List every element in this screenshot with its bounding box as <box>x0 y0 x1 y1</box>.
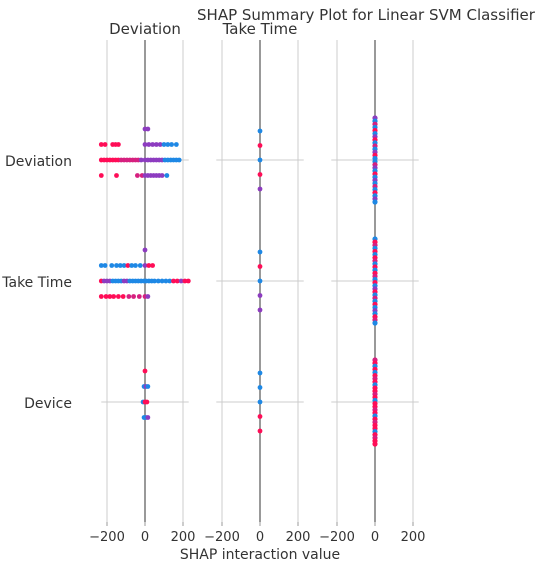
shap-point-take-time <box>142 263 148 268</box>
shap-point-take-time <box>125 263 131 268</box>
shap-point-take-time <box>146 263 152 268</box>
shap-point-deviation <box>150 142 156 147</box>
x-tick-label: 200 <box>401 530 426 545</box>
shap-point-deviation <box>173 142 179 147</box>
shap-point-deviation <box>257 186 263 192</box>
shap-point-device <box>142 368 148 374</box>
shap-point-deviation <box>257 128 263 134</box>
shap-point-take-time <box>129 263 135 268</box>
shap-point-deviation <box>161 142 167 147</box>
panel-title-take-time: Take Time <box>222 20 298 38</box>
x-tick-label: −200 <box>319 530 355 545</box>
shap-point-deviation <box>142 142 148 147</box>
shap-point-take-time <box>142 247 148 253</box>
shap-point-take-time <box>137 263 143 268</box>
shap-point-take-time <box>136 294 142 299</box>
shap-point-take-time <box>121 263 127 268</box>
shap-point-deviation <box>257 172 263 177</box>
shap-point-deviation <box>157 142 163 147</box>
shap-point-deviation <box>176 157 182 163</box>
shap-point-device <box>144 399 150 405</box>
x-tick-label: −200 <box>89 530 125 545</box>
shap-point-take-time <box>178 278 184 284</box>
x-tick-labels-panel-3: −200 0 200 <box>319 530 425 545</box>
points-layer <box>98 115 378 447</box>
shap-point-deviation <box>165 142 171 147</box>
x-tick-label: 0 <box>256 530 264 545</box>
x-tick-label: −200 <box>204 530 240 545</box>
shap-point-deviation <box>164 173 170 178</box>
shap-point-take-time <box>102 263 108 268</box>
shap-point-take-time <box>182 278 188 284</box>
x-tick-label: 200 <box>286 530 311 545</box>
shap-point-take-time <box>171 278 176 284</box>
shap-point-take-time <box>163 278 169 284</box>
shap-point-take-time <box>257 278 263 284</box>
shap-point-device <box>257 370 263 376</box>
shap-point-take-time <box>98 294 104 299</box>
shap-point-take-time <box>159 278 165 284</box>
shap-point-take-time <box>185 278 191 284</box>
shap-point-take-time <box>107 294 113 299</box>
shap-point-device <box>372 441 378 447</box>
shap-point-deviation <box>135 173 140 178</box>
shap-point-take-time <box>120 294 126 299</box>
shap-point-take-time <box>98 263 104 268</box>
shap-point-deviation <box>102 142 108 147</box>
feature-label-device: Device <box>24 396 72 412</box>
shap-point-take-time <box>167 278 173 284</box>
shap-point-deviation <box>98 173 104 178</box>
shap-point-take-time <box>131 294 137 299</box>
shap-point-take-time <box>133 263 138 268</box>
shap-point-deviation <box>114 173 119 178</box>
shap-point-take-time <box>117 263 123 268</box>
shap-point-take-time <box>257 264 263 269</box>
x-axis-label: SHAP interaction value <box>180 547 340 563</box>
shap-point-deviation <box>159 173 165 178</box>
shap-point-take-time <box>126 294 132 299</box>
shap-point-deviation <box>257 157 263 163</box>
shap-point-deviation <box>169 142 175 147</box>
shap-point-take-time <box>109 263 115 268</box>
feature-label-deviation: Deviation <box>5 154 72 170</box>
shap-point-device <box>145 384 151 389</box>
feature-label-take-time: Take Time <box>1 275 72 291</box>
shap-point-take-time <box>103 294 109 299</box>
shap-point-take-time <box>257 249 263 255</box>
shap-point-take-time <box>152 278 157 284</box>
shap-point-device <box>145 415 151 420</box>
shap-point-deviation <box>257 143 263 148</box>
shap-point-deviation <box>98 142 104 147</box>
shap-point-deviation <box>154 142 159 147</box>
shap-point-device <box>257 385 263 390</box>
shap-point-deviation <box>145 126 151 132</box>
x-tick-label: 0 <box>371 530 379 545</box>
shap-point-take-time <box>111 294 117 299</box>
shap-point-device <box>257 414 263 419</box>
shap-point-take-time <box>174 278 180 284</box>
shap-point-take-time <box>150 263 156 268</box>
shap-point-take-time <box>257 307 263 313</box>
shap-point-deviation <box>146 142 152 147</box>
shap-point-deviation <box>138 157 144 163</box>
shap-point-deviation <box>372 199 378 205</box>
shap-point-take-time <box>257 293 263 298</box>
shap-point-take-time <box>145 294 151 299</box>
x-tick-label: 0 <box>141 530 149 545</box>
shap-point-take-time <box>155 278 161 284</box>
x-tick-labels-panel-1: −200 0 200 <box>89 530 195 545</box>
shap-point-device <box>257 399 263 405</box>
shap-point-take-time <box>116 294 121 299</box>
shap-point-device <box>257 428 263 434</box>
shap-point-take-time <box>114 263 119 268</box>
x-tick-labels-panel-2: −200 0 200 <box>204 530 310 545</box>
x-tick-label: 200 <box>171 530 196 545</box>
panel-title-deviation: Deviation <box>109 20 181 38</box>
shap-point-take-time <box>372 320 378 326</box>
shap-point-deviation <box>116 142 121 147</box>
chart-title: SHAP Summary Plot for Linear SVM Classif… <box>197 6 536 24</box>
